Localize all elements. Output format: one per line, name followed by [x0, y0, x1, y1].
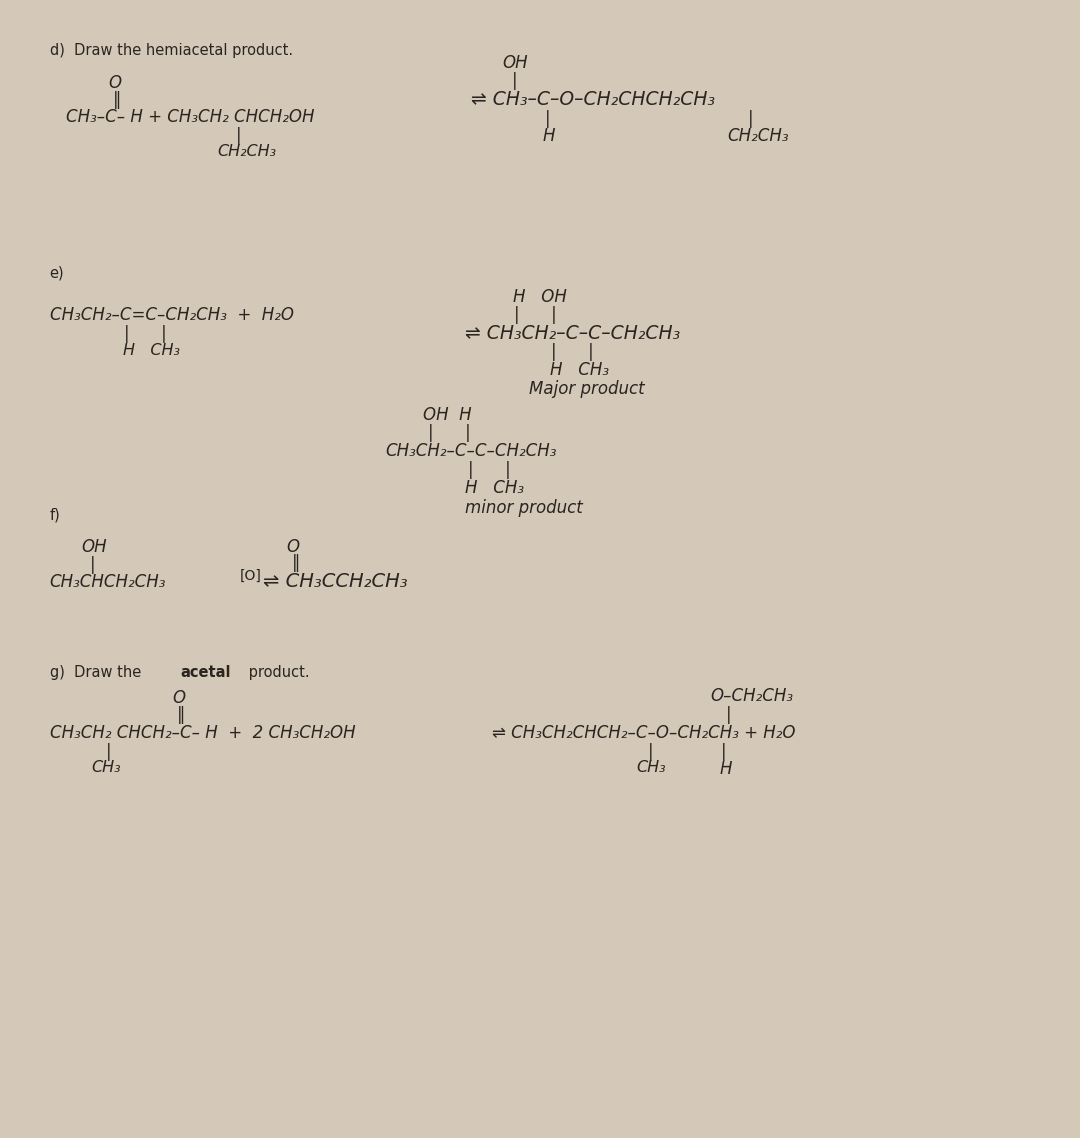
Text: ‖: ‖ — [176, 707, 185, 724]
Text: product.: product. — [244, 665, 309, 679]
Text: e): e) — [50, 265, 64, 280]
Text: |: | — [237, 127, 242, 146]
Text: ⇌ CH₃–C–O–CH₂CHCH₂CH₃: ⇌ CH₃–C–O–CH₂CHCH₂CH₃ — [471, 90, 715, 109]
Text: |: | — [512, 72, 518, 90]
Text: |: | — [721, 743, 727, 761]
Text: |      |: | | — [428, 424, 471, 442]
Text: CH₃–C– H + CH₃CH₂ CHCH₂OH: CH₃–C– H + CH₃CH₂ CHCH₂OH — [66, 108, 314, 126]
Text: [O]: [O] — [240, 569, 261, 583]
Text: |      |: | | — [124, 325, 167, 343]
Text: H   CH₃: H CH₃ — [465, 479, 525, 497]
Text: OH: OH — [82, 537, 107, 555]
Text: CH₃CH₂–C=C–CH₂CH₃  +  H₂O: CH₃CH₂–C=C–CH₂CH₃ + H₂O — [50, 306, 294, 324]
Text: d)  Draw the hemiacetal product.: d) Draw the hemiacetal product. — [50, 43, 293, 58]
Text: H: H — [719, 760, 731, 778]
Text: ⇌ CH₃CH₂–C–C–CH₂CH₃: ⇌ CH₃CH₂–C–C–CH₂CH₃ — [465, 324, 680, 343]
Text: CH₃CHCH₂CH₃: CH₃CHCH₂CH₃ — [50, 574, 166, 592]
Text: O: O — [172, 690, 186, 708]
Text: |: | — [747, 110, 754, 129]
Text: |: | — [648, 743, 653, 761]
Text: O–CH₂CH₃: O–CH₂CH₃ — [711, 687, 794, 706]
Text: Major product: Major product — [529, 380, 645, 398]
Text: OH: OH — [502, 55, 528, 72]
Text: CH₂CH₃: CH₂CH₃ — [728, 127, 789, 146]
Text: |: | — [106, 743, 111, 761]
Text: |      |: | | — [551, 343, 593, 361]
Text: CH₃CH₂–C–C–CH₂CH₃: CH₃CH₂–C–C–CH₂CH₃ — [386, 442, 557, 460]
Text: |      |: | | — [468, 461, 510, 479]
Text: ⇌ CH₃CCH₂CH₃: ⇌ CH₃CCH₂CH₃ — [262, 572, 407, 592]
Text: CH₃: CH₃ — [636, 760, 665, 775]
Text: ‖: ‖ — [292, 554, 300, 572]
Text: CH₃: CH₃ — [91, 760, 121, 775]
Text: CH₃CH₂ CHCH₂–C– H  +  2 CH₃CH₂OH: CH₃CH₂ CHCH₂–C– H + 2 CH₃CH₂OH — [50, 724, 355, 742]
Text: minor product: minor product — [465, 500, 583, 518]
Text: ‖: ‖ — [112, 91, 121, 109]
Text: ⇌ CH₃CH₂CHCH₂–C–O–CH₂CH₃ + H₂O: ⇌ CH₃CH₂CHCH₂–C–O–CH₂CH₃ + H₂O — [492, 724, 796, 742]
Text: O: O — [108, 74, 121, 92]
Text: H   OH: H OH — [513, 288, 567, 306]
Text: H: H — [542, 127, 555, 146]
Text: |: | — [545, 110, 551, 129]
Text: g)  Draw the: g) Draw the — [50, 665, 146, 679]
Text: OH  H: OH H — [422, 406, 471, 424]
Text: |: | — [726, 707, 731, 724]
Text: CH₂CH₃: CH₂CH₃ — [217, 145, 276, 159]
Text: |      |: | | — [514, 306, 557, 324]
Text: |: | — [90, 555, 96, 574]
Text: acetal: acetal — [180, 665, 231, 679]
Text: H   CH₃: H CH₃ — [550, 361, 609, 379]
Text: f): f) — [50, 508, 60, 522]
Text: H   CH₃: H CH₃ — [123, 343, 180, 358]
Text: O: O — [286, 537, 299, 555]
